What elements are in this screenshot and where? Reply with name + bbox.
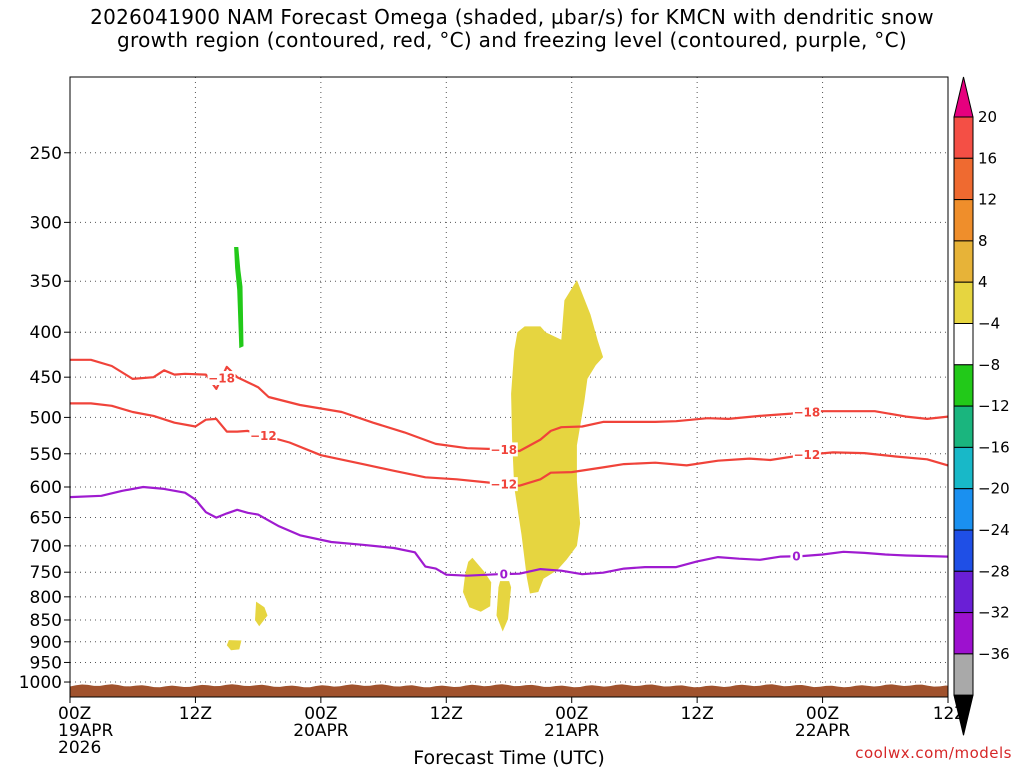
y-axis: 2503003504004505005506006507007508008509… — [19, 144, 70, 693]
colorbar-segment — [953, 364, 974, 407]
x-tick-label: 22APR — [795, 721, 851, 741]
x-tick-label: 19APR — [58, 721, 114, 741]
colorbar-segment — [953, 199, 974, 242]
y-tick-label: 550 — [30, 445, 62, 465]
omega-shade-polygon — [511, 280, 604, 594]
colorbar-label: −12 — [978, 397, 1010, 415]
contours — [69, 358, 949, 577]
colorbar-label: −8 — [978, 356, 1000, 374]
colorbar-label: −16 — [978, 438, 1010, 456]
x-tick-label: 12Z — [681, 704, 714, 724]
colorbar: 20 16 12 8 4 −4 −8 −12 −16 −20 −24 −28 −32 −36 — [953, 76, 1010, 736]
contour-label: −12 — [250, 429, 277, 443]
contour-label-bg — [249, 428, 278, 443]
x-axis-label: Forecast Time (UTC) — [413, 747, 604, 768]
contour-label: 0 — [500, 568, 508, 582]
colorbar-segment — [953, 612, 974, 655]
y-tick-label: 650 — [30, 509, 62, 529]
plot-frame — [69, 76, 949, 698]
colorbar-label: −32 — [978, 604, 1010, 622]
colorbar-segment — [953, 570, 974, 614]
omega-shade-polygon — [234, 247, 244, 349]
colorbar-label: −20 — [978, 480, 1010, 498]
x-tick-label: 20APR — [293, 721, 349, 741]
terrain-fill — [70, 684, 948, 697]
contour-label: −18 — [490, 443, 517, 457]
y-tick-label: 450 — [30, 368, 62, 388]
colorbar-label: 16 — [978, 149, 997, 167]
colorbar-cap-top — [953, 76, 974, 118]
x-tick-label: 00Z — [555, 704, 588, 724]
colorbar-segment — [953, 488, 974, 531]
y-tick-label: 800 — [30, 588, 62, 608]
contour-labels: −18 −18 −18 −12 −12 −12 0 0 — [207, 371, 821, 582]
contour-label-bg — [790, 549, 803, 564]
colorbar-cap-bottom — [953, 694, 974, 736]
contour-label-bg — [792, 404, 821, 419]
y-tick-label: 900 — [30, 633, 62, 653]
colorbar-segment — [953, 157, 974, 201]
y-tick-label: 750 — [30, 563, 62, 583]
contour-label-bg — [497, 567, 510, 582]
y-tick-label: 300 — [30, 213, 62, 233]
y-tick-label: 700 — [30, 537, 62, 557]
contour-label-bg — [792, 447, 821, 462]
chart-title-line-1: 2026041900 NAM Forecast Omega (shaded, µ… — [90, 5, 934, 29]
colorbar-segment — [953, 323, 974, 366]
colorbar-label: −24 — [978, 521, 1010, 539]
terrain — [70, 684, 948, 697]
colorbar-segment — [953, 240, 974, 283]
colorbar-label: −36 — [978, 645, 1010, 663]
credit-link[interactable]: coolwx.com/models — [855, 744, 1012, 762]
x-tick-label: 00Z — [304, 704, 337, 724]
x-tick-label: 00Z — [806, 704, 839, 724]
contour-label-bg — [489, 477, 518, 492]
colorbar-label: −4 — [978, 315, 1000, 333]
colorbar-segment — [953, 405, 974, 448]
contour-line — [70, 402, 949, 487]
colorbar-segment — [953, 116, 974, 159]
contour-label: −18 — [794, 405, 821, 419]
x-tick-label: 21APR — [544, 721, 600, 741]
contour-line — [69, 485, 949, 577]
y-tick-label: 1000 — [19, 673, 62, 693]
contour-line — [70, 358, 949, 453]
x-tick-label: 12Z — [179, 704, 212, 724]
colorbar-label: 12 — [978, 191, 997, 209]
colorbar-segment — [953, 529, 974, 572]
y-tick-label: 400 — [30, 323, 62, 343]
y-tick-label: 350 — [30, 272, 62, 292]
contour-label: −12 — [794, 448, 821, 462]
colorbar-label: 4 — [978, 273, 988, 291]
contour-label: −18 — [208, 372, 235, 386]
colorbar-label: 20 — [978, 108, 997, 126]
chart-title-line-2: growth region (contoured, red, °C) and f… — [117, 28, 907, 52]
omega-shade-polygon — [463, 557, 492, 612]
contour-label-bg — [489, 442, 518, 457]
omega-shade-polygon — [226, 640, 242, 651]
y-tick-label: 500 — [30, 408, 62, 428]
x-tick-label: 12Z — [430, 704, 463, 724]
omega-shade-polygon — [496, 571, 512, 632]
colorbar-segment — [953, 281, 974, 325]
y-tick-label: 600 — [30, 478, 62, 498]
omega-shade-polygon — [255, 601, 268, 627]
y-tick-label: 850 — [30, 611, 62, 631]
y-tick-label: 950 — [30, 653, 62, 673]
colorbar-segment — [953, 653, 974, 696]
contour-label: 0 — [792, 550, 800, 564]
colorbar-segment — [953, 446, 974, 490]
colorbar-label: 8 — [978, 232, 988, 250]
colorbar-label: −28 — [978, 562, 1010, 580]
omega-shading — [226, 247, 604, 651]
y-tick-label: 250 — [30, 144, 62, 164]
chart-title: 2026041900 NAM Forecast Omega (shaded, µ… — [0, 6, 1024, 52]
x-tick-label: 2026 — [58, 738, 101, 758]
contour-label: −12 — [490, 478, 517, 492]
contour-label-bg — [207, 371, 236, 386]
x-tick-label: 00Z — [58, 704, 91, 724]
